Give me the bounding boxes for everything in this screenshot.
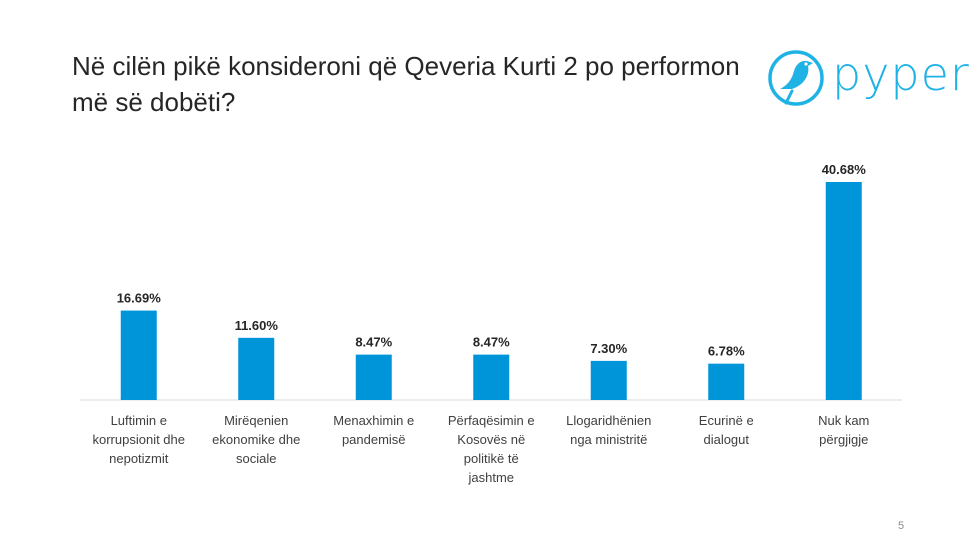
bar-6 bbox=[708, 363, 745, 400]
category-label-line: Nuk kam bbox=[818, 413, 869, 428]
value-label-6: 6.78% bbox=[708, 344, 745, 359]
category-label-1: Luftimin e korrupsionit dhe nepotizmit bbox=[93, 413, 186, 466]
category-label-5: Llogaridhënien nga ministritë bbox=[566, 413, 651, 447]
category-label-4: Përfaqësimin e Kosovës në politikë të jasht… bbox=[448, 413, 535, 485]
category-label-3: Menaxhimin e pandemisë bbox=[333, 413, 414, 447]
bar-4 bbox=[473, 354, 510, 400]
bar-5 bbox=[590, 360, 627, 400]
bar-3 bbox=[355, 354, 392, 400]
logo-text: pyper bbox=[832, 47, 970, 101]
value-label-7: 40.68% bbox=[822, 162, 867, 177]
category-label-2: Mirëqenien ekonomike dhe sociale bbox=[212, 413, 300, 466]
value-label-3: 8.47% bbox=[355, 335, 392, 350]
category-label-line: korrupsionit dhe bbox=[93, 432, 186, 447]
value-label-5: 7.30% bbox=[590, 341, 627, 356]
category-label-line: Përfaqësimin e bbox=[448, 413, 535, 428]
category-label-line: Kosovës në bbox=[457, 432, 525, 447]
category-label-line: Mirëqenien bbox=[224, 413, 288, 428]
category-label-line: ekonomike dhe bbox=[212, 432, 300, 447]
pyper-logo: pyper bbox=[766, 45, 969, 115]
category-label-line: nga ministritë bbox=[570, 432, 647, 447]
category-label-line: përgjigje bbox=[819, 432, 868, 447]
category-label-line: politikë të bbox=[464, 451, 519, 466]
category-label-line: nepotizmit bbox=[109, 451, 169, 466]
category-label-line: Luftimin e bbox=[111, 413, 167, 428]
category-label-line: jashtme bbox=[467, 470, 514, 485]
category-label-line: sociale bbox=[236, 451, 276, 466]
value-label-2: 11.60% bbox=[235, 318, 279, 333]
bird-icon bbox=[768, 50, 824, 106]
category-label-line: Ecurinë e bbox=[699, 413, 754, 428]
bar-1 bbox=[120, 310, 157, 400]
category-label-7: Nuk kam përgjigje bbox=[818, 413, 869, 447]
page-title: Në cilën pikë konsideroni që Qeveria Kur… bbox=[72, 51, 740, 117]
value-label-4: 8.47% bbox=[473, 335, 510, 350]
page-number: 5 bbox=[898, 520, 905, 532]
category-label-line: pandemisë bbox=[342, 432, 406, 447]
bar-7 bbox=[825, 182, 862, 400]
category-label-6: Ecurinë e dialogut bbox=[699, 413, 754, 447]
category-label-line: Menaxhimin e bbox=[333, 413, 414, 428]
category-label-line: dialogut bbox=[703, 432, 749, 447]
bar-2 bbox=[238, 337, 275, 400]
value-label-1: 16.69% bbox=[117, 291, 162, 306]
category-label-line: Llogaridhënien bbox=[566, 413, 651, 428]
